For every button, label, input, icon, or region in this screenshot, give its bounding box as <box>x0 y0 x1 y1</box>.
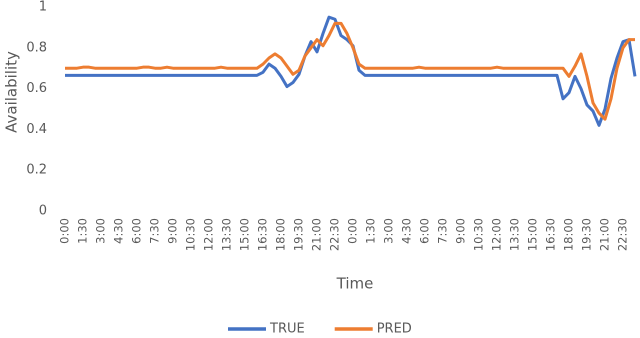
x-tick-label: 18:00 <box>562 218 576 251</box>
x-tick-label: 1:30 <box>76 218 90 244</box>
x-tick-label: 3:00 <box>94 218 108 244</box>
y-tick-label: 0.4 <box>26 122 47 137</box>
x-tick-label: 19:30 <box>292 218 306 251</box>
x-tick-label: 10:30 <box>184 218 198 251</box>
x-tick-label: 15:00 <box>526 218 540 251</box>
y-axis-label: Availability <box>3 51 21 133</box>
legend-label: PRED <box>377 322 412 337</box>
x-tick-label: 9:00 <box>166 218 180 244</box>
x-tick-label: 1:30 <box>364 218 378 244</box>
y-tick-label: 0.8 <box>26 40 47 55</box>
x-tick-label: 10:30 <box>472 218 486 251</box>
x-tick-label: 21:00 <box>598 218 612 251</box>
x-tick-label: 12:00 <box>490 218 504 251</box>
x-tick-label: 19:30 <box>580 218 594 251</box>
x-tick-label: 4:30 <box>400 218 414 244</box>
x-tick-label: 9:00 <box>454 218 468 244</box>
x-tick-label: 3:00 <box>382 218 396 244</box>
y-tick-label: 0.2 <box>26 163 47 178</box>
y-tick-label: 1 <box>39 0 47 15</box>
x-tick-label: 22:30 <box>328 218 342 251</box>
x-tick-label: 6:00 <box>130 218 144 244</box>
y-tick-label: 0 <box>39 204 47 219</box>
x-tick-label: 16:30 <box>544 218 558 251</box>
x-tick-label: 21:00 <box>310 218 324 251</box>
x-tick-label: 16:30 <box>256 218 270 251</box>
x-tick-label: 12:00 <box>202 218 216 251</box>
x-tick-label: 18:00 <box>274 218 288 251</box>
x-axis-label: Time <box>336 275 374 293</box>
legend-label: TRUE <box>269 322 305 337</box>
y-tick-label: 0.6 <box>26 81 47 96</box>
x-tick-label: 13:30 <box>508 218 522 251</box>
x-tick-label: 6:00 <box>418 218 432 244</box>
series-line <box>65 21 635 121</box>
x-tick-label: 13:30 <box>220 218 234 251</box>
series-line <box>65 15 637 127</box>
x-tick-label: 7:30 <box>436 218 450 244</box>
x-tick-label: 7:30 <box>148 218 162 244</box>
x-tick-label: 22:30 <box>616 218 630 251</box>
x-tick-label: 0:00 <box>58 218 72 244</box>
x-tick-label: 4:30 <box>112 218 126 244</box>
x-tick-label: 0:00 <box>346 218 360 244</box>
x-tick-label: 15:00 <box>238 218 252 251</box>
